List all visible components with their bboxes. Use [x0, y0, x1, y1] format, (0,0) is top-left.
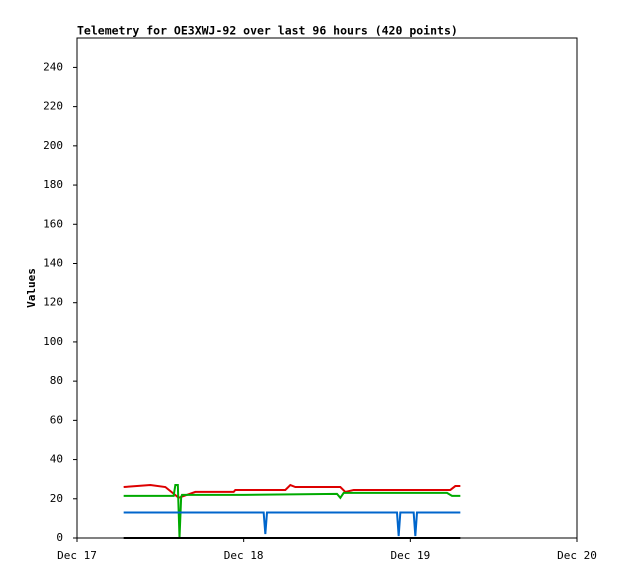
y-tick-label: 180 [43, 178, 63, 191]
y-axis-label: Values [25, 268, 38, 308]
y-tick-label: 200 [43, 139, 63, 152]
y-tick-label: 80 [50, 374, 63, 387]
x-tick-label: Dec 17 [57, 549, 97, 562]
y-tick-label: 60 [50, 413, 63, 426]
x-tick-label: Dec 18 [224, 549, 264, 562]
y-tick-label: 100 [43, 335, 63, 348]
y-tick-label: 240 [43, 60, 63, 73]
x-tick-label: Dec 19 [390, 549, 430, 562]
y-tick-label: 20 [50, 492, 63, 505]
series-line [123, 483, 461, 499]
y-tick-label: 160 [43, 217, 63, 230]
y-tick-label: 40 [50, 453, 63, 466]
y-tick-label: 120 [43, 296, 63, 309]
chart-title: Telemetry for OE3XWJ-92 over last 96 hou… [77, 24, 458, 38]
plot-frame [76, 37, 578, 539]
y-tick-label: 220 [43, 100, 63, 113]
x-tick-label: Dec 20 [557, 549, 597, 562]
series-line [123, 511, 461, 537]
y-tick-label: 140 [43, 256, 63, 269]
series-line [123, 484, 461, 539]
y-tick-label: 0 [56, 531, 63, 544]
